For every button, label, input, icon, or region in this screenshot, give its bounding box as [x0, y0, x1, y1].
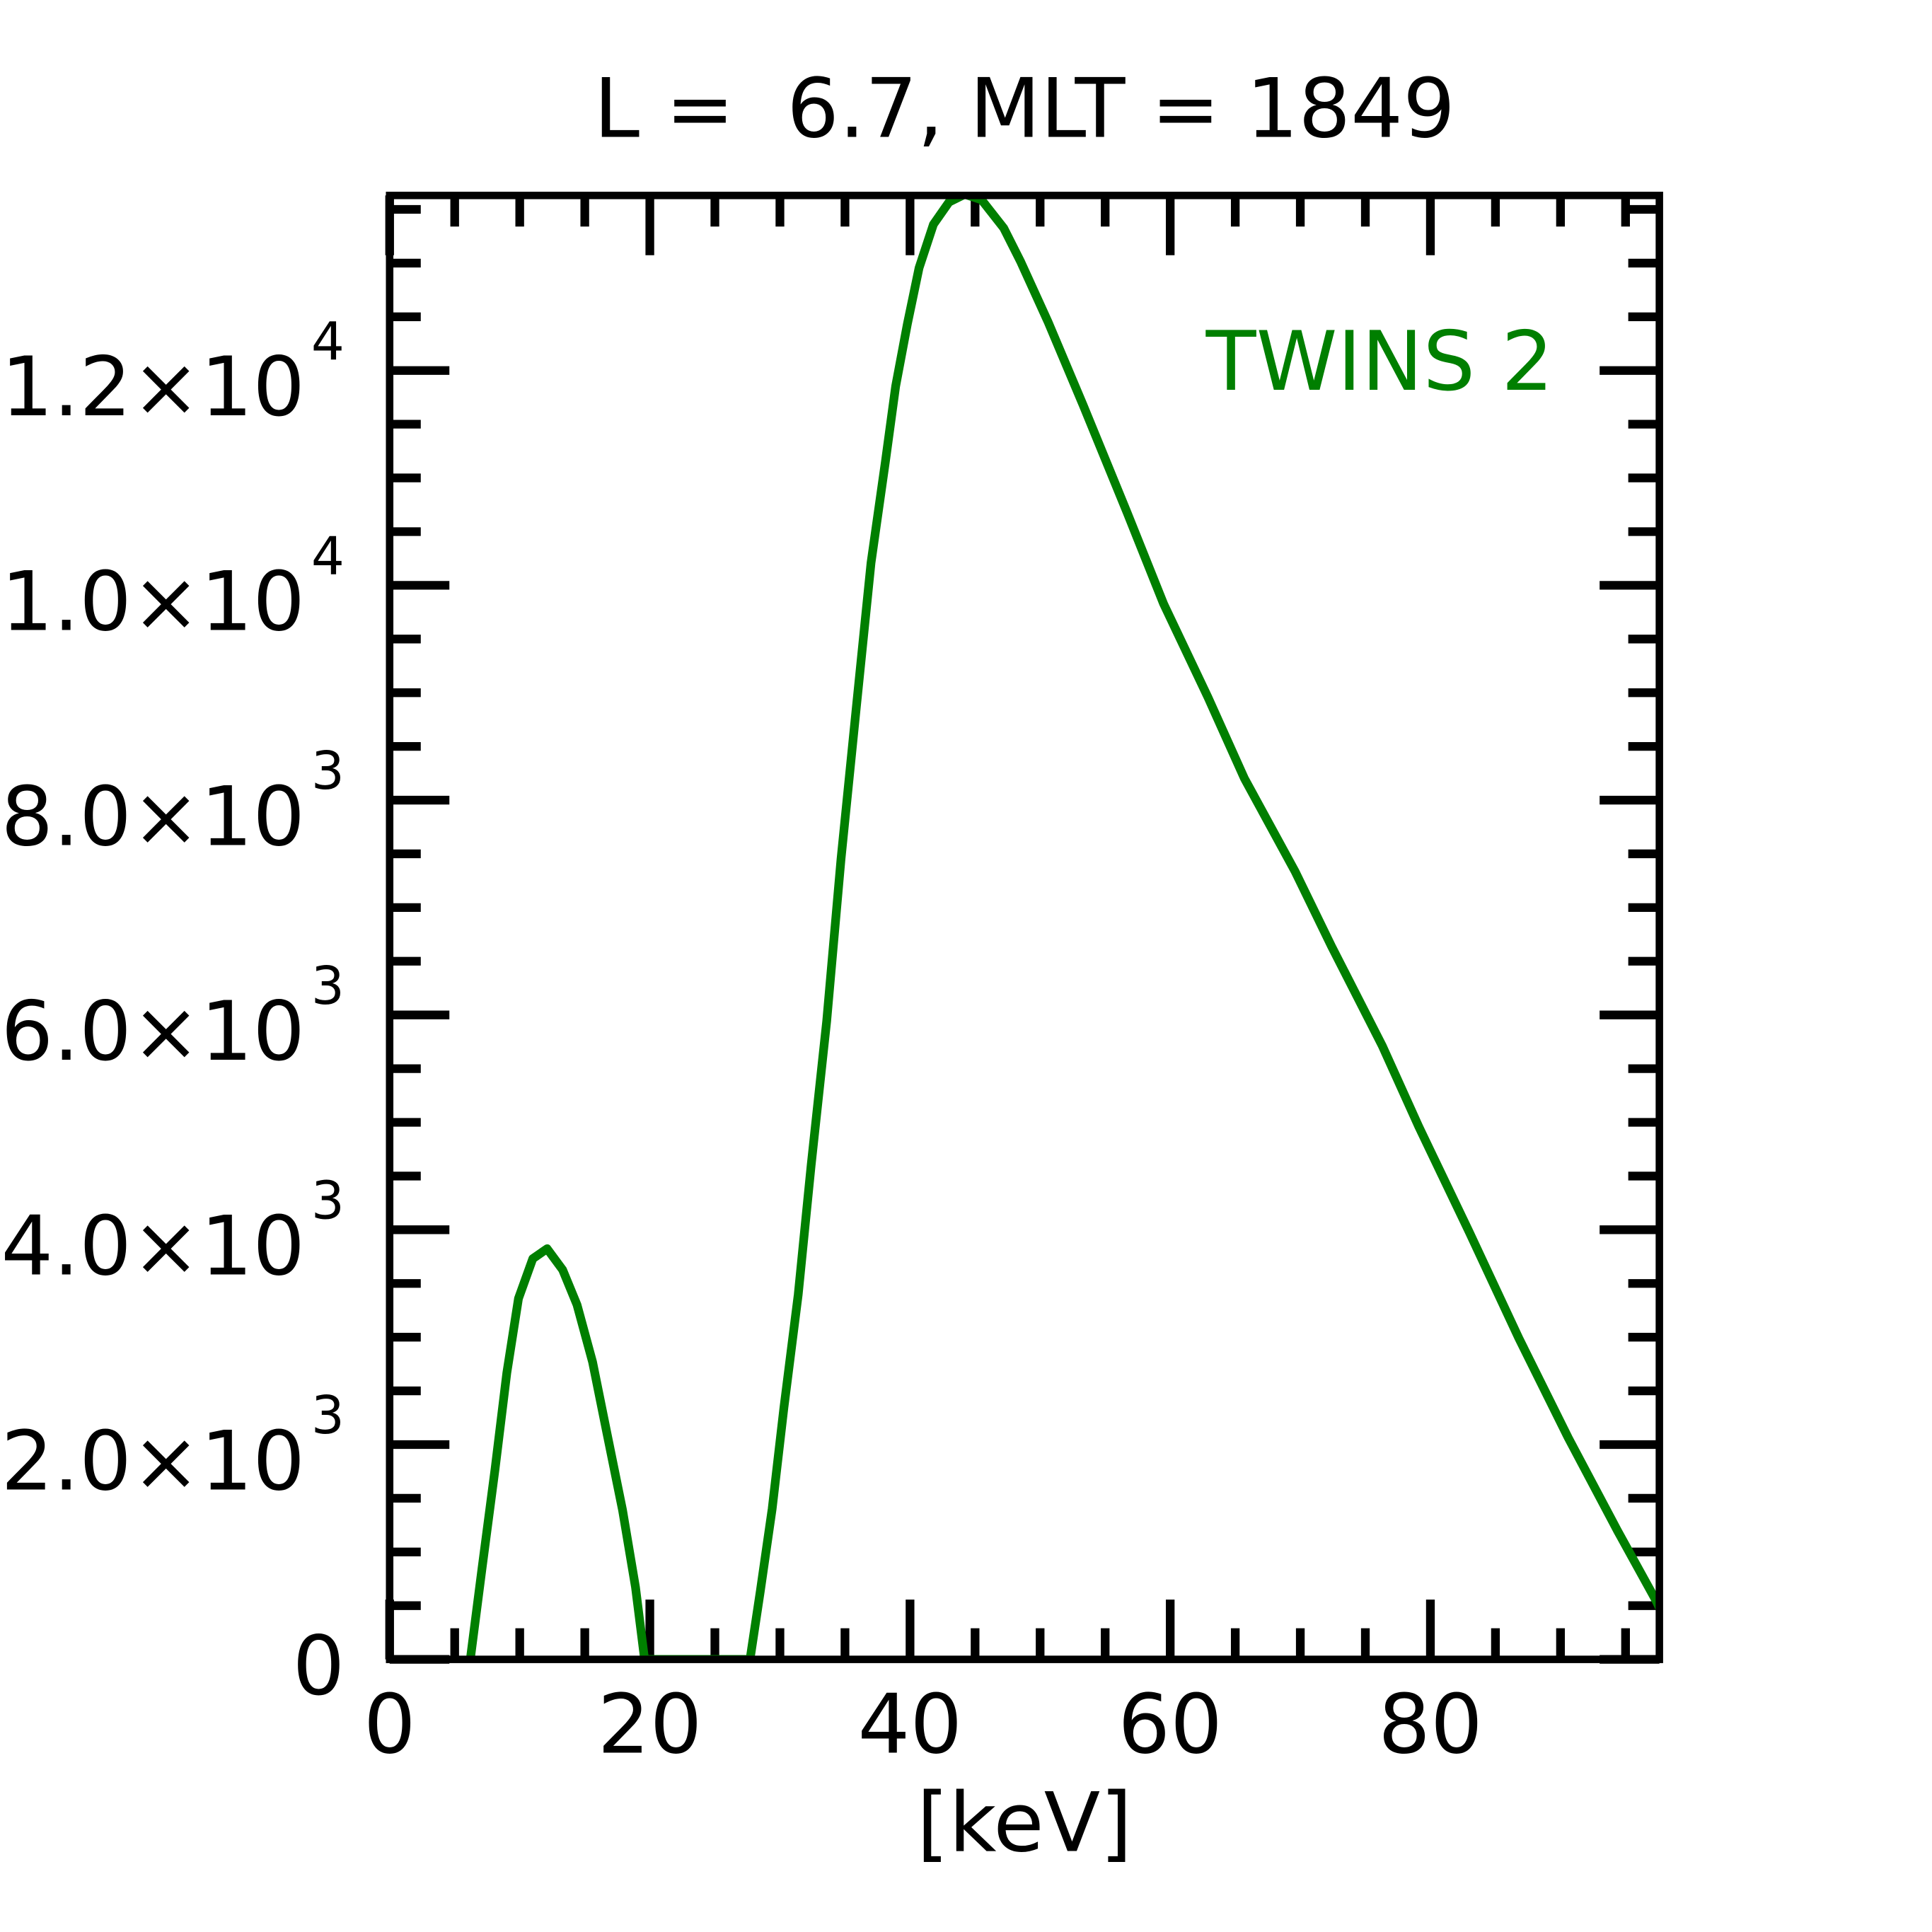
x-tick-label: 80 — [1378, 1677, 1483, 1773]
plot-frame — [386, 191, 1663, 1663]
x-tick-label: 20 — [598, 1677, 702, 1773]
y-tick-label: 0 — [293, 1619, 345, 1714]
y-tick-label: 2.0×10 — [1, 1413, 305, 1509]
x-tick-label: 60 — [1118, 1677, 1222, 1773]
axis-ticks — [385, 195, 1660, 1664]
x-tick-label: 0 — [364, 1677, 416, 1773]
y-tick-label-exponent: 4 — [311, 311, 345, 372]
chart-title: L = 6.7, MLT = 1849 — [594, 62, 1455, 157]
y-tick-label: 1.0×10 — [1, 555, 305, 650]
x-tick-label: 40 — [857, 1677, 962, 1773]
y-tick-label: 6.0×10 — [1, 984, 305, 1080]
y-tick-label-exponent: 3 — [311, 956, 345, 1017]
y-tick-label: 1.2×10 — [1, 340, 305, 435]
series-line-twins-2 — [465, 195, 1660, 1660]
y-tick-label-exponent: 3 — [311, 741, 345, 802]
y-tick-label-exponent: 4 — [311, 526, 345, 587]
x-axis-label: [keV] — [917, 1776, 1133, 1871]
legend-label: TWINS 2 — [1205, 314, 1554, 410]
y-tick-label-exponent: 3 — [311, 1385, 345, 1446]
y-tick-label: 4.0×10 — [1, 1199, 305, 1295]
y-tick-label: 8.0×10 — [1, 769, 305, 864]
y-tick-label-exponent: 3 — [311, 1170, 345, 1231]
